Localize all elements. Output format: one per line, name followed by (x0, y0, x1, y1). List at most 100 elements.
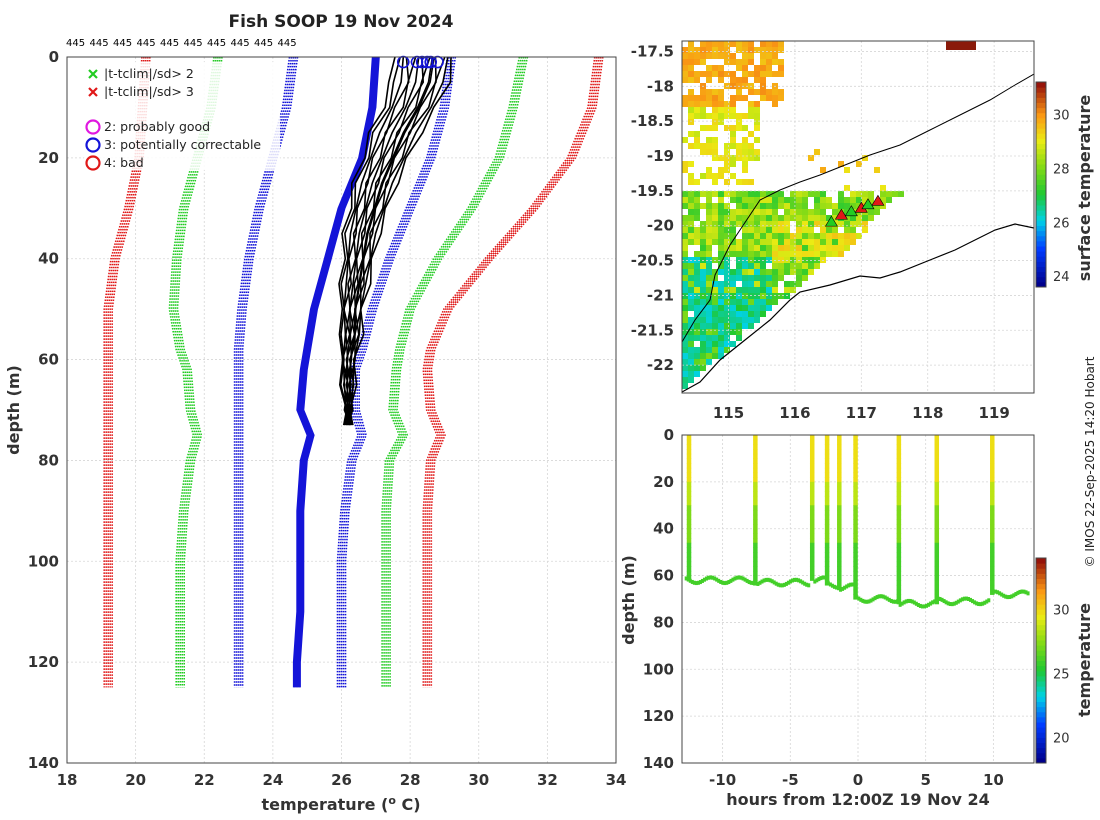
sst-cell (754, 149, 760, 155)
sst-cell (880, 203, 886, 209)
sst-cell (820, 203, 826, 209)
sst-cell (700, 281, 706, 287)
section-cell (896, 514, 902, 520)
sst-cell (724, 287, 730, 293)
section-cell (990, 584, 995, 591)
sst-cell (730, 173, 736, 179)
section-cell (719, 579, 723, 584)
sst-cell (682, 359, 688, 365)
sst-cell (706, 215, 712, 221)
section-cell (809, 561, 815, 567)
section-cell (826, 581, 830, 586)
x-tick-label: 22 (194, 771, 215, 789)
section-cell (743, 577, 747, 582)
sst-cell (754, 77, 760, 83)
colorbar-step (1036, 670, 1046, 677)
section-cell (753, 463, 758, 469)
sst-cell (706, 257, 712, 263)
sst-cell (736, 77, 742, 83)
sst-cell (706, 341, 712, 347)
sst-cell (736, 113, 742, 119)
sst-cell (778, 203, 784, 209)
sst-cell (706, 305, 712, 311)
sst-cell (796, 263, 802, 269)
section-cell (853, 500, 858, 506)
observed-profile-line (346, 56, 446, 426)
section-cell (990, 538, 995, 544)
cross-marker-icon (88, 87, 98, 97)
sst-cell (814, 191, 820, 197)
colorbar-step (1036, 727, 1046, 733)
sst-cell (832, 215, 838, 221)
sst-cell (742, 149, 748, 155)
colorbar-step (1036, 205, 1046, 211)
sst-cell (706, 293, 712, 299)
sst-cell (838, 233, 844, 239)
sst-cell (760, 311, 766, 317)
sst-cell (682, 47, 688, 53)
colorbar-step (1036, 225, 1046, 232)
sst-cell (748, 227, 754, 233)
sst-cell (760, 89, 766, 95)
section-cell (887, 597, 891, 602)
sst-cell (682, 245, 688, 251)
section-cell (990, 449, 995, 455)
section-cell (934, 519, 940, 525)
sst-cell (760, 287, 766, 293)
sst-cell (802, 215, 808, 221)
sst-cell (712, 41, 718, 47)
section-cell (753, 575, 758, 581)
section-x-tick-label: -10 (709, 771, 736, 789)
sst-cell (682, 335, 688, 341)
sst-cell (784, 203, 790, 209)
sst-cell (718, 215, 724, 221)
section-cell (896, 481, 902, 488)
sst-cell (778, 275, 784, 281)
sst-cell (724, 299, 730, 305)
probe-id-label: 445 (231, 38, 250, 49)
climatology-line (389, 56, 529, 688)
colorbar-step (1036, 655, 1046, 661)
section-cell (896, 538, 902, 544)
sst-cell (772, 251, 778, 257)
sst-cell (688, 119, 694, 125)
sst-cell (856, 191, 862, 197)
section-cell (809, 458, 815, 464)
section-cell (817, 577, 821, 582)
section-cell (869, 598, 873, 603)
sst-cell (730, 143, 736, 149)
colorbar-step (1036, 266, 1046, 273)
sst-cell (706, 53, 712, 59)
sst-cell (748, 215, 754, 221)
sst-cell (718, 65, 724, 71)
section-cell (684, 576, 688, 581)
sst-cell (754, 113, 760, 119)
sst-cell (832, 239, 838, 245)
probe-id-label: 445 (137, 38, 156, 49)
section-cell (1020, 589, 1024, 594)
sst-cell (730, 83, 736, 89)
section-cell (934, 528, 940, 534)
section-cell (896, 444, 902, 450)
section-cell (990, 542, 995, 549)
sst-cell (808, 269, 814, 275)
observed-profile-line (342, 56, 417, 426)
sst-cell (730, 293, 736, 299)
section-cell (934, 509, 940, 516)
sst-cell (880, 197, 886, 203)
sst-cell (688, 239, 694, 245)
sst-cell (760, 209, 766, 215)
sst-cell (820, 209, 826, 215)
sst-cell (688, 71, 694, 77)
x-tick-label: 32 (537, 771, 558, 789)
sst-cell (742, 239, 748, 245)
sst-cell (724, 317, 730, 323)
section-cell (815, 578, 819, 583)
section-cell (824, 449, 830, 455)
section-y-tick-label: 120 (643, 707, 674, 725)
probe-id-label: 445 (160, 38, 179, 49)
observed-profile-line (339, 56, 401, 426)
colorbar-tick-label: 30 (1053, 603, 1070, 618)
sst-cell (844, 203, 850, 209)
